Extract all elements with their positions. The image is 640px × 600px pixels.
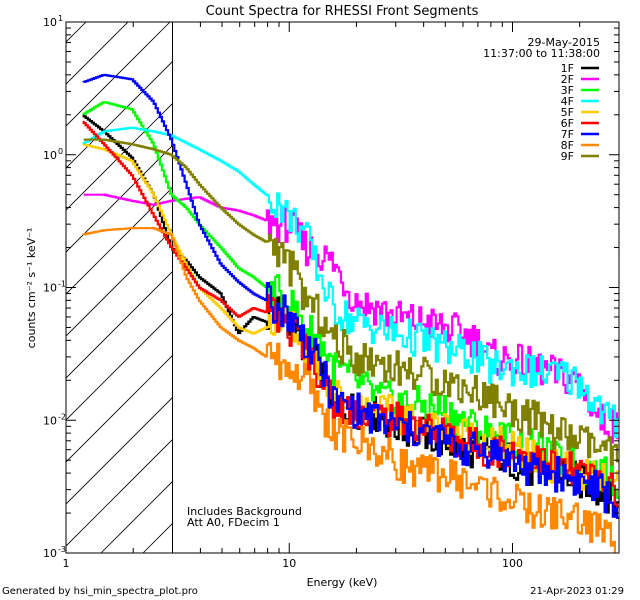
- hatch-line: [66, 186, 173, 295]
- y-tick-label: 10: [43, 282, 57, 295]
- legend-label-9F: 9F: [561, 150, 574, 163]
- y-tick-exponent: -2: [58, 412, 66, 421]
- y-tick-label: 10: [43, 547, 57, 560]
- legend-label-3F: 3F: [561, 84, 574, 97]
- hatch-line: [66, 60, 173, 169]
- legend-label-4F: 4F: [561, 95, 574, 108]
- hatch-line: [66, 102, 173, 211]
- hatch-line: [66, 228, 173, 337]
- y-axis-label: counts cm⁻² s⁻¹ keV⁻¹: [25, 228, 38, 349]
- legend-label-5F: 5F: [561, 106, 574, 119]
- y-tick-exponent: 1: [58, 14, 63, 23]
- y-tick-exponent: 0: [58, 147, 63, 156]
- x-tick-label: 1: [63, 557, 70, 570]
- y-tick-exponent: -1: [58, 280, 66, 289]
- legend-label-6F: 6F: [561, 117, 574, 130]
- y-tick-label: 10: [43, 149, 57, 162]
- footer-timestamp: 21-Apr-2023 01:29: [530, 586, 624, 597]
- note-background: Includes Background: [187, 505, 302, 518]
- hatch-line: [66, 270, 173, 379]
- y-tick-label: 10: [43, 414, 57, 427]
- hatch-line: [66, 438, 173, 547]
- footer-generated-by: Generated by hsi_min_spectra_plot.pro: [2, 586, 198, 597]
- x-tick-label: 10: [282, 557, 296, 570]
- x-axis-label: Energy (keV): [307, 576, 378, 589]
- x-tick-label: 100: [502, 557, 523, 570]
- legend-label-2F: 2F: [561, 73, 574, 86]
- legend-label-1F: 1F: [561, 62, 574, 75]
- legend-label-7F: 7F: [561, 128, 574, 141]
- series-layer: [82, 73, 619, 553]
- threshold-hatch-region: [66, 22, 173, 553]
- series-7F: [82, 73, 619, 519]
- y-tick-label: 10: [43, 16, 57, 29]
- legend-date: 29-May-2015: [528, 36, 600, 49]
- series-8F: [82, 227, 616, 553]
- chart-title: Count Spectra for RHESSI Front Segments: [206, 4, 479, 19]
- y-tick-exponent: -3: [58, 545, 66, 554]
- hatch-line: [66, 22, 171, 127]
- legend-label-8F: 8F: [561, 139, 574, 152]
- note-attenuator: Att A0, FDecim 1: [187, 516, 280, 529]
- series-9F: [83, 138, 619, 466]
- series-4F: [82, 126, 619, 439]
- hatch-line: [66, 396, 173, 505]
- hatch-line: [66, 22, 129, 85]
- legend-time-range: 11:37:00 to 11:38:00: [483, 47, 600, 60]
